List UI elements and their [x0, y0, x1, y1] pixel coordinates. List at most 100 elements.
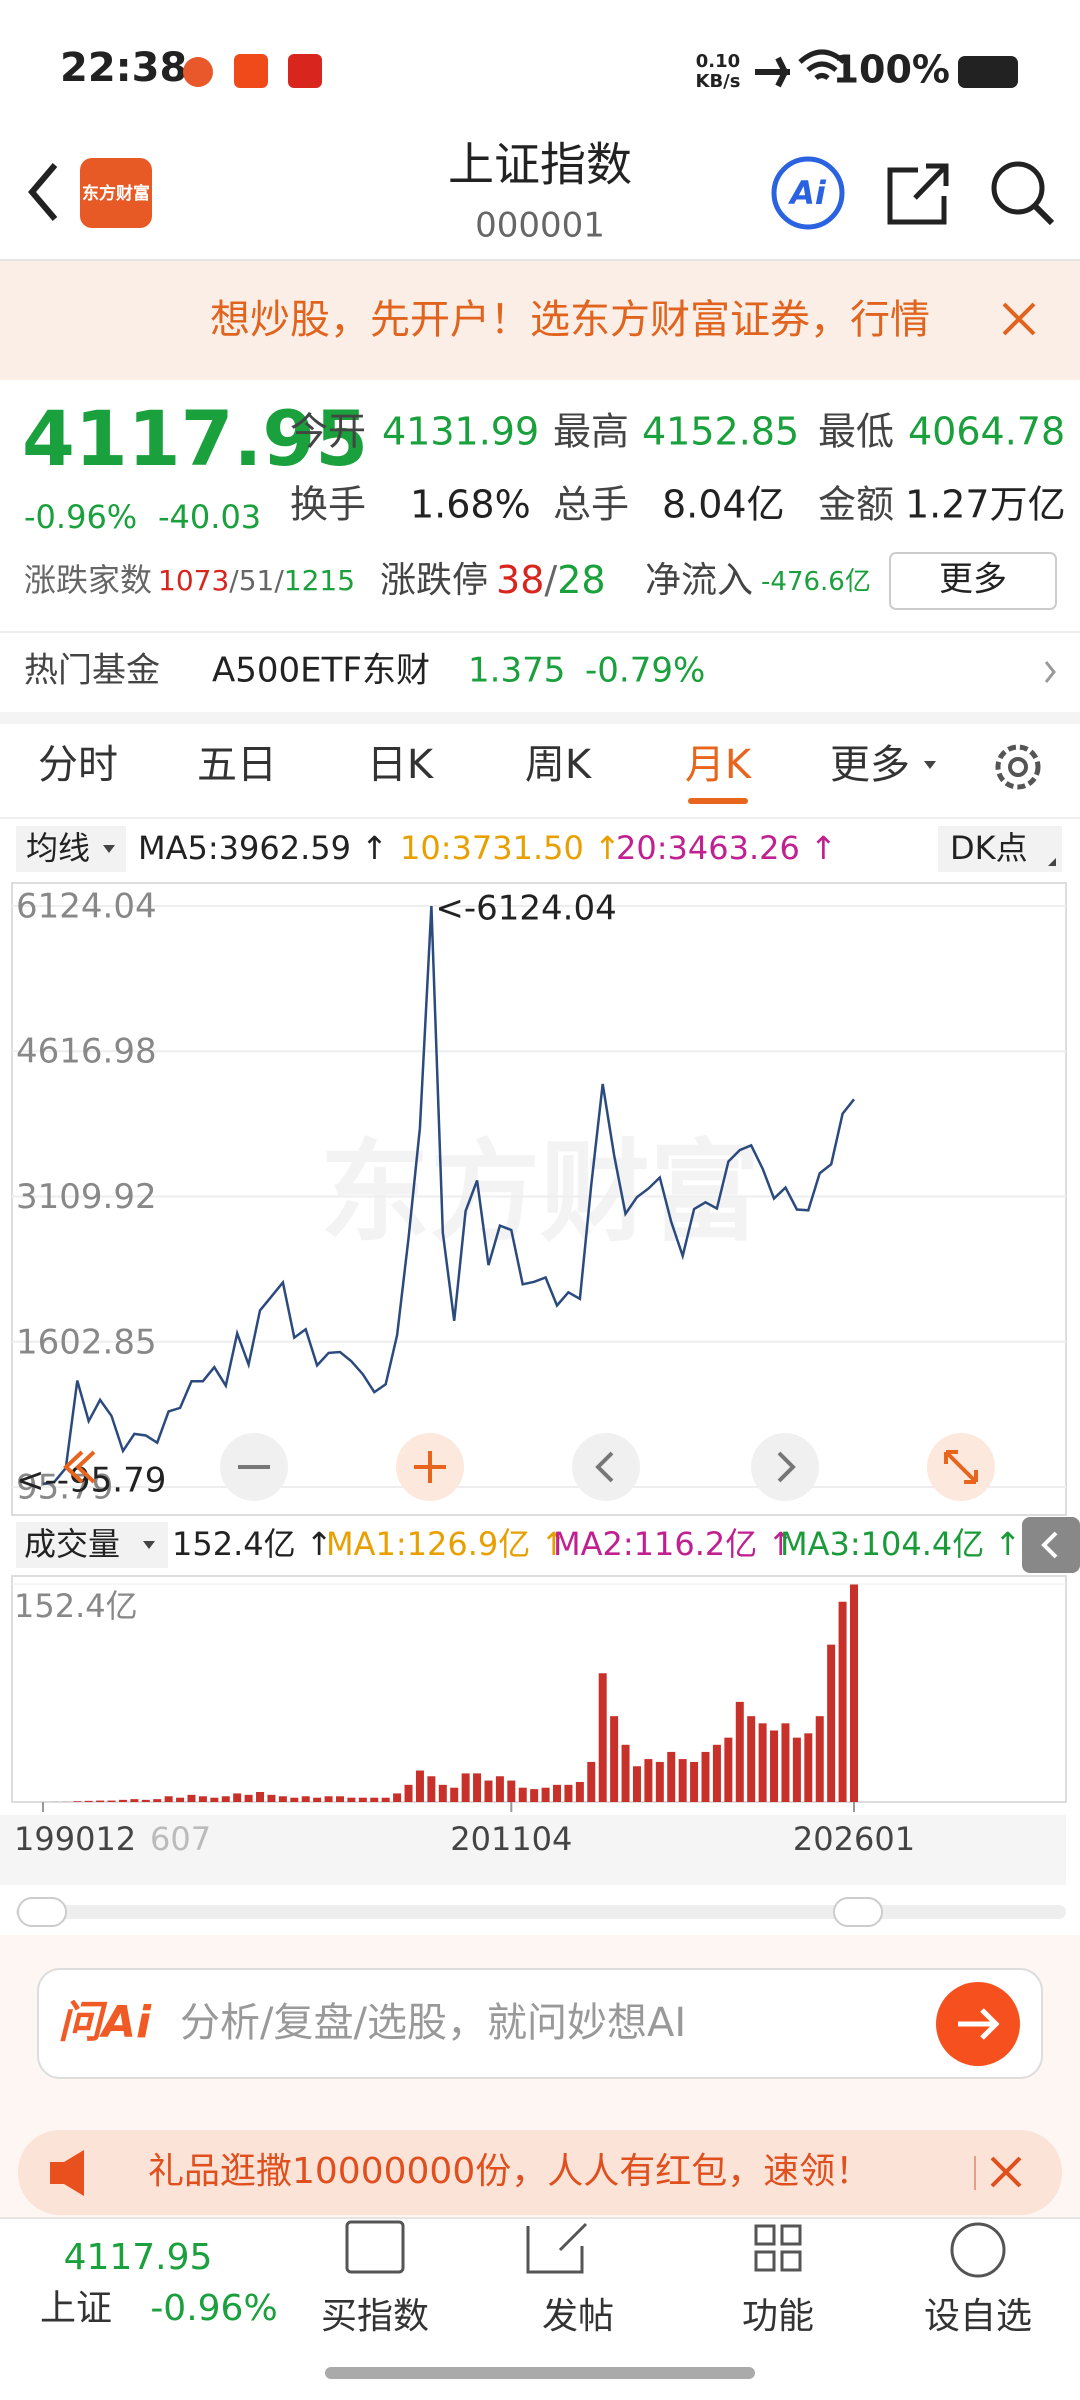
field-label: 今开: [290, 410, 366, 454]
down-count: 1215: [284, 564, 355, 597]
volume-bar: [233, 1793, 242, 1802]
page-title: 上证指数: [448, 138, 632, 192]
icon: [958, 2008, 1000, 2040]
scroll-start[interactable]: [63, 1450, 96, 1484]
icon: [595, 1451, 614, 1483]
volume-bar: [575, 1781, 584, 1802]
volume-frame: [11, 1575, 1067, 1803]
search-handle: [1032, 203, 1055, 226]
pan-right[interactable]: [751, 1433, 819, 1501]
fund-price: 1.375: [468, 651, 565, 691]
ai-brand: 问Ai: [58, 1997, 152, 2048]
tab[interactable]: 月K: [685, 742, 753, 788]
field-label: 总手: [553, 483, 629, 527]
fund-name[interactable]: A500ETF东财: [212, 651, 430, 691]
pan-left[interactable]: [572, 1433, 640, 1501]
x-tick-label: 199012: [14, 1820, 136, 1858]
icon: [414, 1451, 446, 1483]
volume-bar: [244, 1794, 253, 1802]
ai-input[interactable]: [37, 1968, 1043, 2079]
volume-bar: [587, 1761, 596, 1802]
net-unit: KB/s: [696, 71, 741, 92]
share-button[interactable]: [887, 163, 949, 225]
volume-bar: [827, 1644, 836, 1802]
volume-bar: [644, 1759, 653, 1802]
battery-level: 100%: [833, 48, 950, 92]
volume-bar: [621, 1744, 630, 1802]
volume-bar: [484, 1780, 493, 1802]
tab[interactable]: 分时: [38, 742, 118, 788]
tab[interactable]: 更多: [830, 742, 910, 788]
nav-item[interactable]: 设自选: [924, 2296, 1032, 2337]
side-tab[interactable]: [1022, 1517, 1080, 1573]
change-pct: -0.96%: [24, 498, 137, 536]
volume-bar: [792, 1737, 801, 1802]
net-flow-label: 净流入: [645, 560, 753, 601]
ai-placeholder: 分析/复盘/选股，就问妙想AI: [180, 2000, 686, 2046]
nav-item[interactable]: 买指数: [321, 2296, 429, 2337]
volume-ma1: MA1:126.9亿 ↑: [326, 1525, 567, 1563]
stock-code: 000001: [475, 206, 605, 246]
axis-band: [0, 1815, 1066, 1885]
airplane-icon: [755, 56, 790, 88]
breadth: 涨跌家数 1073/51/1215: [24, 561, 355, 599]
volume-bar: [804, 1733, 813, 1802]
promo-close[interactable]: [990, 2156, 1022, 2188]
scroll-handle[interactable]: [17, 1897, 67, 1927]
back-button[interactable]: [28, 163, 58, 221]
volume-selector[interactable]: [16, 1522, 168, 1568]
volume-bar: [610, 1716, 619, 1802]
ai-icon-text: Ai: [787, 174, 827, 212]
banner-close[interactable]: [1002, 302, 1036, 336]
chevron: [1044, 661, 1056, 683]
volume-bar: [553, 1784, 562, 1802]
promo-bg[interactable]: [18, 2130, 1062, 2215]
field-value: 8.04亿: [662, 483, 785, 527]
volume-bar: [290, 1797, 299, 1802]
volume-bar: [415, 1770, 424, 1802]
volume-bar: [335, 1796, 344, 1802]
volume-current: 152.4亿 ↑: [172, 1525, 333, 1563]
volume-bar: [107, 1800, 116, 1802]
y-tick-label: 3109.92: [16, 1177, 157, 1217]
price-line: [42, 905, 855, 1486]
icon: [1041, 1531, 1058, 1559]
tab[interactable]: 五日: [197, 742, 277, 788]
volume-bar: [815, 1716, 824, 1802]
breadth-label: 涨跌家数: [24, 561, 152, 599]
dropdown-arrow: [143, 1541, 155, 1549]
volume-bar: [770, 1730, 779, 1802]
y-tick-label: 4616.98: [16, 1032, 157, 1072]
field-value: 4064.78: [908, 410, 1065, 454]
nav-index-price: 4117.95: [64, 2237, 213, 2278]
nav-item[interactable]: 功能: [742, 2296, 814, 2337]
volume-bar: [850, 1584, 858, 1802]
ai-button[interactable]: [771, 156, 845, 230]
volume-bar: [84, 1800, 93, 1802]
volume-bar: [153, 1799, 162, 1802]
nav-item[interactable]: 发帖: [542, 2296, 614, 2337]
volume-bar: [301, 1796, 310, 1802]
tab[interactable]: 周K: [525, 742, 593, 788]
banner-text[interactable]: 想炒股，先开户！选东方财富证券，行情: [210, 297, 930, 343]
net-speed: 0.10: [696, 51, 740, 72]
volume-bar: [198, 1796, 207, 1802]
scroll-handle[interactable]: [833, 1897, 883, 1927]
volume-bar: [495, 1776, 504, 1802]
price-frame: [11, 882, 1067, 1516]
limit: 涨跌停 38/28: [380, 558, 606, 602]
more-button[interactable]: [889, 552, 1057, 610]
tab[interactable]: 日K: [367, 742, 435, 788]
banner-bg: [0, 261, 1080, 380]
separator: [0, 712, 1080, 724]
volume-bar: [518, 1787, 527, 1802]
settings-button[interactable]: [995, 744, 1041, 790]
watermark: 东方财富: [320, 1128, 760, 1256]
volume-bar: [781, 1723, 790, 1802]
dk-button[interactable]: [938, 826, 1062, 872]
volume-bar: [267, 1794, 276, 1802]
volume-bar: [598, 1673, 607, 1802]
search-button[interactable]: [991, 161, 1045, 215]
field-label: 金额: [818, 483, 894, 527]
volume-bar: [712, 1744, 721, 1802]
